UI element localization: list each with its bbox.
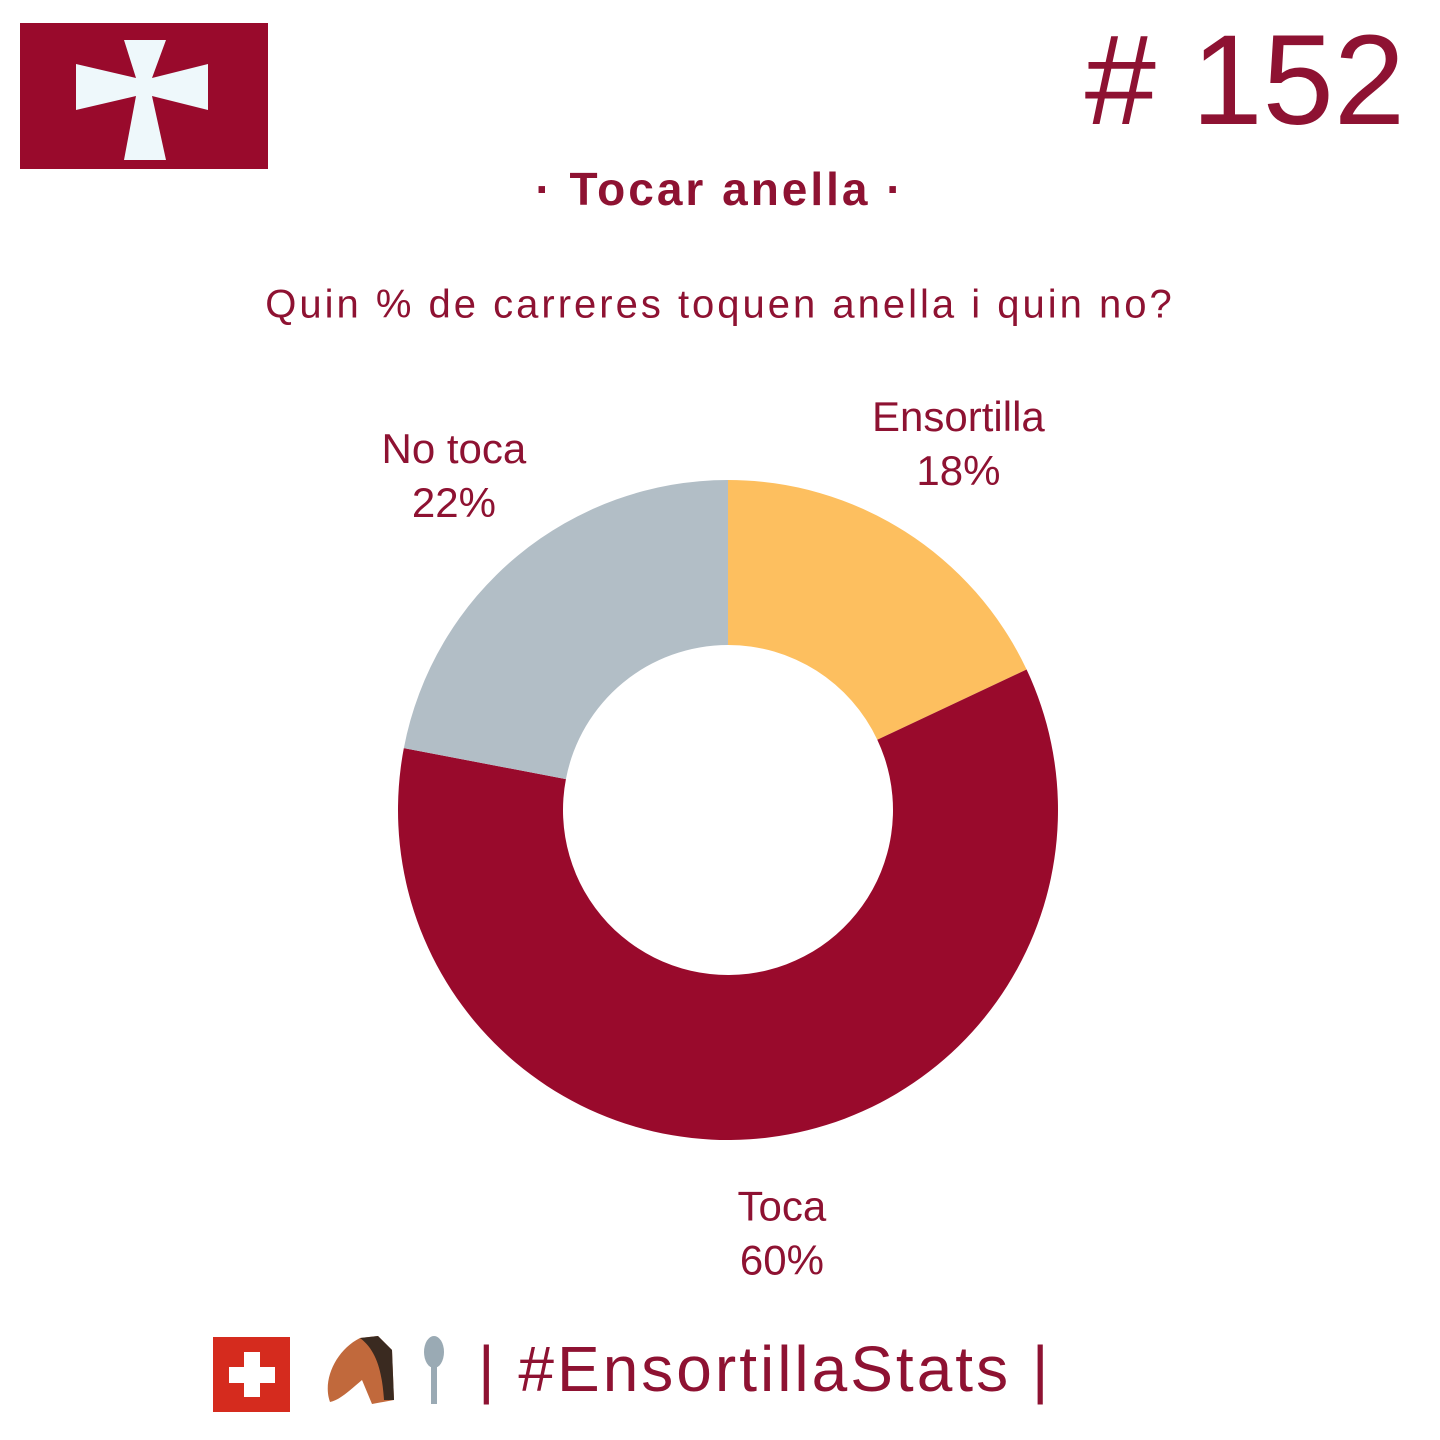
- donut: Ensortilla 18% Toca 60% No toca 22%: [382, 393, 1058, 1284]
- value-label: 60%: [740, 1237, 824, 1284]
- post-number: # 152: [1085, 9, 1405, 152]
- footer-hashtag: | #EnsortillaStats |: [478, 1333, 1051, 1405]
- donut-slice: [397, 669, 1058, 1140]
- chart-subtitle: Quin % de carreres toquen anella i quin …: [265, 283, 1175, 327]
- value-label: 18%: [916, 447, 1000, 494]
- slice-label: Toca: [738, 1183, 827, 1230]
- footer-icons: [213, 1336, 444, 1412]
- slice-label: No toca: [382, 425, 527, 472]
- flag: [20, 23, 268, 169]
- donut-slice: [403, 480, 728, 780]
- value-label: 22%: [412, 479, 496, 526]
- chart-title: · Tocar anella ·: [535, 163, 904, 215]
- donut-slice: [728, 480, 1027, 740]
- slice-label: Ensortilla: [872, 393, 1045, 440]
